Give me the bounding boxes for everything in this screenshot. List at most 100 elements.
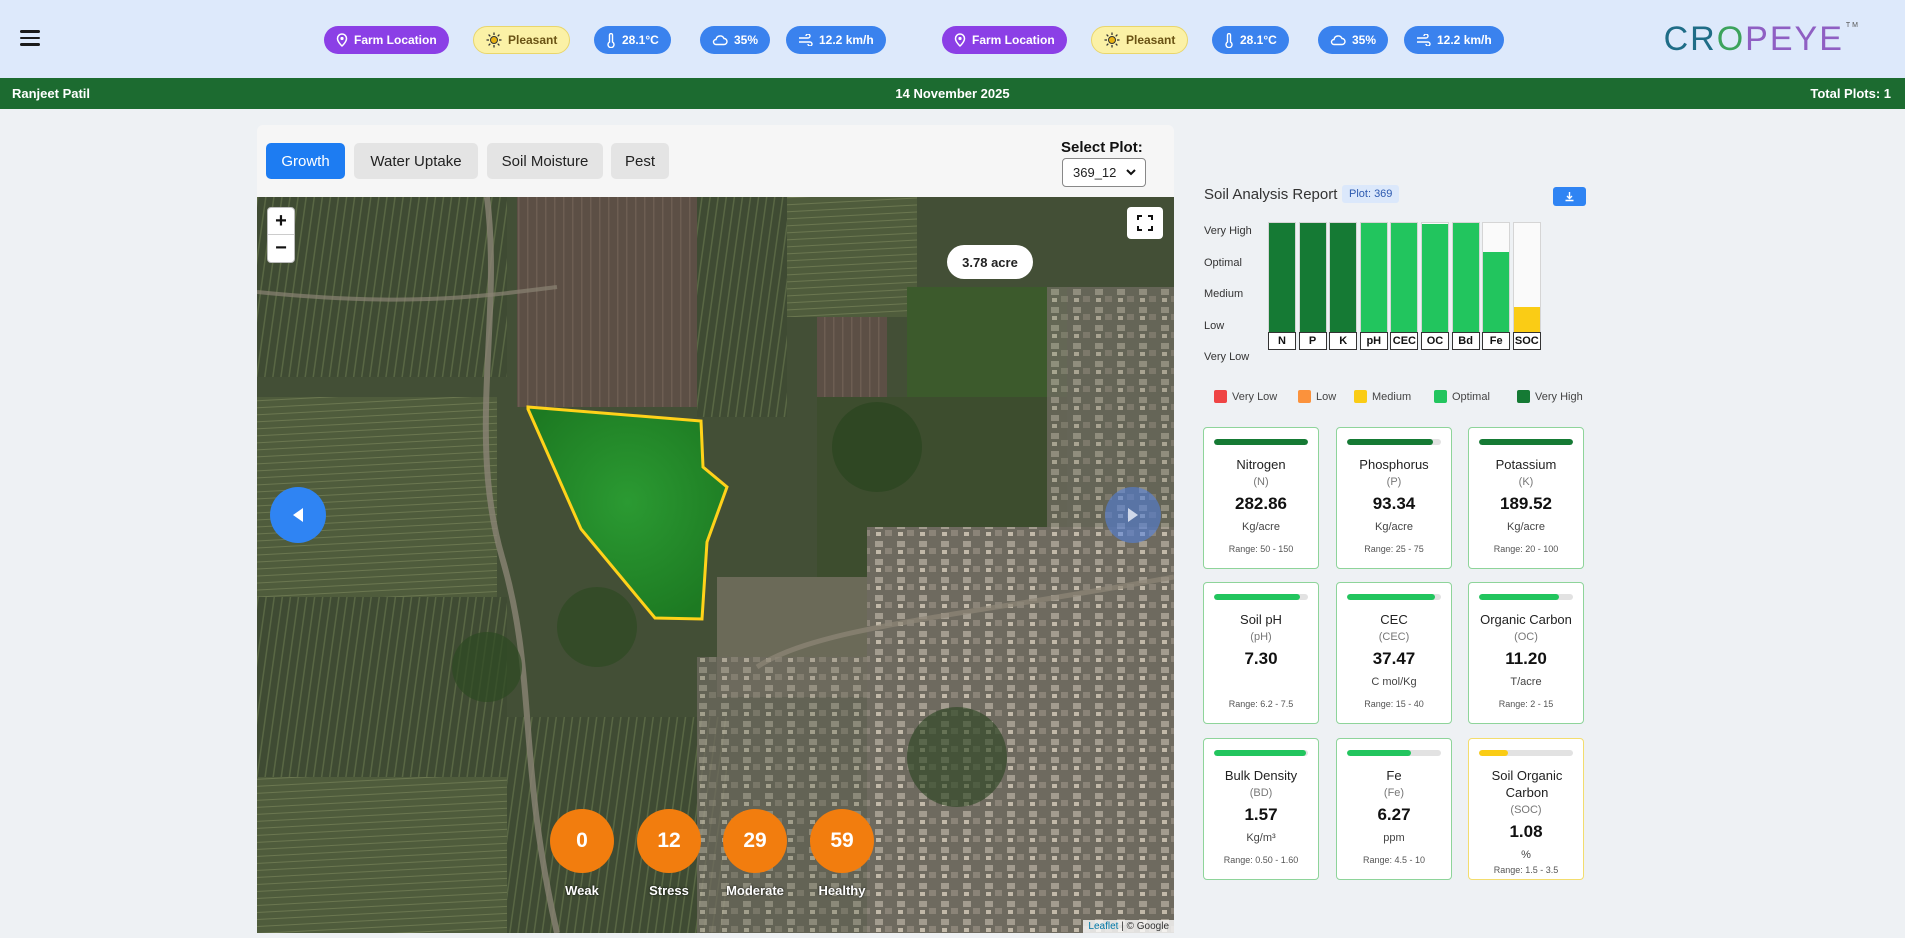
weather-chip[interactable]: Pleasant xyxy=(473,26,571,54)
nutrient-value: 93.34 xyxy=(1372,494,1416,513)
level-bar xyxy=(1347,439,1441,445)
soil-bar-fill xyxy=(1452,223,1479,349)
fullscreen-button[interactable] xyxy=(1127,207,1163,239)
nutrient-name: Potassium xyxy=(1495,457,1557,472)
nutrient-range: Range: 20 - 100 xyxy=(1493,544,1559,554)
fullscreen-icon xyxy=(1137,215,1153,231)
legend-swatch xyxy=(1214,390,1227,403)
nutrient-range: Range: 6.2 - 7.5 xyxy=(1228,699,1294,709)
chip-label: Farm Location xyxy=(354,33,437,47)
zoom-out-button[interactable]: − xyxy=(275,237,287,259)
plot-select[interactable]: 369_12 xyxy=(1062,158,1146,187)
soil-bar-n: N xyxy=(1268,222,1296,350)
y-level-label: Optimal xyxy=(1204,257,1242,269)
nutrient-name: CEC xyxy=(1380,612,1408,627)
temperature-chip[interactable]: 28.1°C xyxy=(594,26,671,54)
temperature-chip[interactable]: 28.1°C xyxy=(1212,26,1289,54)
nutrient-card-fe: Fe (Fe) 6.27 ppm Range: 4.5 - 10 xyxy=(1336,738,1452,880)
soil-bar-label: Bd xyxy=(1451,332,1480,350)
total-plots: Total Plots: 1 xyxy=(1810,86,1891,101)
logo-text: O xyxy=(1716,19,1746,58)
level-bar xyxy=(1479,439,1573,445)
y-level-label: Very High xyxy=(1204,225,1252,237)
tab-pest[interactable]: Pest xyxy=(611,143,669,179)
menu-icon[interactable] xyxy=(20,30,40,46)
soil-bar-fill xyxy=(1422,224,1448,349)
farm-location-chip[interactable]: Farm Location xyxy=(324,26,449,54)
legend-swatch xyxy=(1354,390,1367,403)
stat-value: 0 xyxy=(550,809,614,873)
chevron-down-icon xyxy=(1126,169,1136,176)
legend-item: Optimal xyxy=(1434,390,1490,403)
nutrient-name: Soil Organic Carbon xyxy=(1491,768,1563,800)
zoom-in-button[interactable]: + xyxy=(268,208,294,235)
nutrient-card-soc: Soil Organic Carbon (SOC) 1.08% Range: 1.5 … xyxy=(1468,738,1584,880)
previous-button[interactable] xyxy=(270,487,326,543)
chip-label: 12.2 km/h xyxy=(819,33,874,47)
sun-icon xyxy=(1104,32,1120,48)
stat-value: 59 xyxy=(810,809,874,873)
legend-label: Low xyxy=(1316,390,1337,403)
nutrient-unit: Kg/m³ xyxy=(1246,832,1276,844)
download-button[interactable] xyxy=(1553,187,1586,206)
thermometer-icon xyxy=(607,32,615,48)
stat-healthy: 59 Healthy xyxy=(810,809,874,898)
level-bar-fill xyxy=(1479,750,1509,756)
soil-report-title: Soil Analysis Report xyxy=(1204,186,1338,203)
nutrient-range: Range: 0.50 - 1.60 xyxy=(1223,855,1299,865)
soil-bar-k: K xyxy=(1329,222,1358,350)
humidity-chip[interactable]: 35% xyxy=(700,26,771,54)
wind-chip[interactable]: 12.2 km/h xyxy=(1404,26,1504,54)
soil-bar-label: K xyxy=(1329,332,1358,350)
thermometer-icon xyxy=(1225,32,1233,48)
logo-text: PEYE xyxy=(1745,19,1844,58)
legend-swatch xyxy=(1434,390,1447,403)
map-panel: Growth Water Uptake Soil Moisture Pest S… xyxy=(257,125,1174,933)
soil-bar-label: pH xyxy=(1359,332,1388,350)
wind-chip[interactable]: 12.2 km/h xyxy=(786,26,886,54)
legend-item: Very Low xyxy=(1214,390,1277,403)
area-label: 3.78 acre xyxy=(947,245,1033,279)
legend-item: Medium xyxy=(1354,390,1411,403)
leaflet-link[interactable]: Leaflet xyxy=(1088,921,1119,932)
stat-label: Stress xyxy=(649,883,689,898)
satellite-map[interactable]: + − 3.78 acre 0 Weak 12 Stress 29 Modera… xyxy=(257,197,1174,933)
soil-bar-fill xyxy=(1330,223,1357,349)
soil-bar-label: CEC xyxy=(1390,332,1419,350)
farm-location-chip[interactable]: Farm Location xyxy=(942,26,1067,54)
stat-label: Healthy xyxy=(818,883,866,898)
nutrient-value: 1.57 xyxy=(1244,805,1278,824)
next-button[interactable] xyxy=(1105,487,1161,543)
sun-icon xyxy=(486,32,502,48)
soil-bar-label: P xyxy=(1298,332,1327,350)
weather-chip[interactable]: Pleasant xyxy=(1091,26,1189,54)
map-pin-icon xyxy=(336,33,348,47)
level-bar-fill xyxy=(1347,439,1433,445)
soil-bar-label: N xyxy=(1268,332,1296,350)
tab-growth[interactable]: Growth xyxy=(266,143,345,179)
nutrient-value: 1.08 xyxy=(1509,822,1543,841)
nutrient-unit: Kg/acre xyxy=(1375,521,1413,533)
logo-text: CR xyxy=(1663,19,1717,58)
chip-label: Pleasant xyxy=(1126,33,1176,47)
chip-label: Farm Location xyxy=(972,33,1055,47)
level-bar-fill xyxy=(1214,750,1307,756)
stat-weak: 0 Weak xyxy=(550,809,614,898)
level-bar xyxy=(1214,750,1308,756)
nutrient-unit: C mol/Kg xyxy=(1371,676,1417,688)
legend-label: Very Low xyxy=(1232,390,1278,403)
cloud-icon xyxy=(1330,35,1346,46)
stat-value: 29 xyxy=(723,809,787,873)
nutrient-abbr: (BD) xyxy=(1249,787,1273,799)
level-bar xyxy=(1214,439,1308,445)
nutrient-unit: % xyxy=(1521,849,1531,861)
stat-moderate: 29 Moderate xyxy=(723,809,787,898)
soil-bar-fill xyxy=(1299,223,1326,349)
tab-water-uptake[interactable]: Water Uptake xyxy=(354,143,478,179)
legend-label: Medium xyxy=(1372,390,1412,403)
top-header: Farm Location Pleasant 28.1°C 35% 12.2 k… xyxy=(0,0,1905,78)
stat-label: Weak xyxy=(565,883,599,898)
tab-soil-moisture[interactable]: Soil Moisture xyxy=(487,143,603,179)
humidity-chip[interactable]: 35% xyxy=(1318,26,1389,54)
nutrient-card-p: Phosphorus (P) 93.34 Kg/acre Range: 25 - 75 xyxy=(1336,427,1452,569)
